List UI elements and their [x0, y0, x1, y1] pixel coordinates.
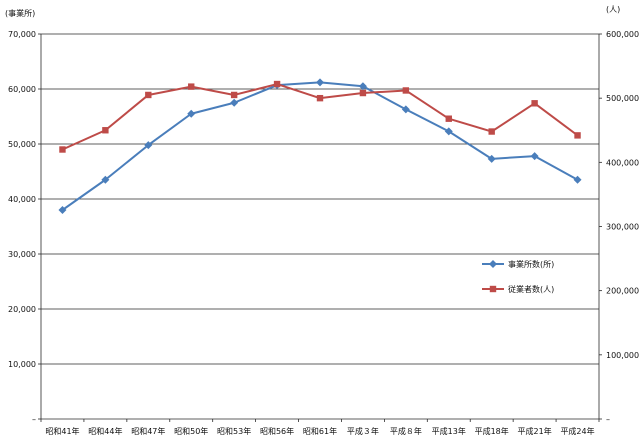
x-tick-label: 平成３年 — [347, 426, 379, 436]
x-tick-label: 平成21年 — [518, 426, 552, 436]
data-point — [530, 152, 539, 161]
left-tick-label: 70,000 — [8, 30, 36, 39]
data-point — [101, 175, 110, 184]
right-tick-label: 100,000 — [606, 351, 639, 360]
data-point — [488, 128, 495, 135]
right-tick-label: 400,000 — [606, 158, 639, 167]
left-tick-label: 20,000 — [8, 305, 36, 314]
right-tick-label: 300,000 — [606, 223, 639, 232]
left-tick-label: 10,000 — [8, 360, 36, 369]
right-axis-ticks: – 100,000 200,000 300,000 400,000 500,000 600,… — [599, 30, 639, 424]
data-point — [230, 91, 238, 99]
gridlines — [41, 33, 599, 365]
data-point — [358, 82, 367, 91]
x-tick-label: 昭和44年 — [88, 426, 122, 436]
data-point — [187, 109, 196, 118]
data-point — [316, 78, 324, 87]
legend-label: 従業者数(人) — [508, 284, 554, 294]
x-tick-label: 平成８年 — [390, 426, 422, 436]
data-point — [573, 175, 582, 184]
left-axis-ticks: – 10,000 20,000 30,000 40,000 50,000 60,000 70,… — [8, 30, 41, 424]
data-point — [102, 127, 109, 134]
left-tick-label: 40,000 — [8, 195, 36, 204]
left-tick-label: 60,000 — [8, 85, 36, 94]
data-point — [531, 100, 538, 107]
x-tick-label: 昭和53年 — [217, 426, 251, 436]
data-point — [230, 98, 239, 107]
x-tick-label: 平成24年 — [560, 426, 594, 436]
left-tick-label: – — [32, 415, 36, 424]
data-point — [444, 127, 453, 136]
right-tick-label: 200,000 — [606, 287, 639, 296]
legend-swatch-marker — [489, 285, 497, 293]
x-tick-label: 昭和47年 — [131, 426, 165, 436]
data-point — [188, 83, 195, 90]
data-point — [401, 105, 410, 114]
legend: 事業所数(所) 従業者数(人) — [482, 259, 554, 294]
data-point — [58, 206, 67, 214]
data-point — [273, 80, 281, 88]
data-point — [145, 91, 152, 99]
right-tick-label: – — [606, 415, 610, 424]
x-tick-label: 昭和61年 — [303, 426, 337, 436]
data-point — [445, 115, 452, 122]
data-point — [359, 89, 367, 97]
right-tick-label: 500,000 — [606, 94, 639, 103]
data-point — [316, 94, 324, 102]
data-point — [59, 146, 66, 153]
data-point — [487, 154, 496, 163]
x-tick-label: 平成13年 — [432, 426, 466, 436]
x-tick-label: 昭和50年 — [174, 426, 208, 436]
right-axis-unit-label: (人) — [606, 5, 620, 14]
left-tick-label: 30,000 — [8, 250, 36, 259]
legend-swatch-marker — [489, 260, 497, 268]
data-point — [574, 132, 581, 139]
data-point — [144, 141, 153, 150]
x-tick-label: 昭和56年 — [260, 426, 294, 436]
series-layer — [58, 78, 582, 214]
left-axis-unit-label: (事業所) — [5, 8, 35, 18]
x-axis-ticks: 昭和41年 昭和44年 昭和47年 昭和50年 昭和53年 昭和56年 昭和61年 平成３年 平… — [40, 419, 600, 436]
x-tick-label: 平成18年 — [475, 426, 509, 436]
data-point — [402, 87, 410, 94]
left-tick-label: 50,000 — [8, 140, 36, 149]
x-tick-label: 昭和41年 — [45, 426, 79, 436]
legend-label: 事業所数(所) — [508, 259, 554, 269]
axes — [40, 34, 600, 420]
right-tick-label: 600,000 — [606, 30, 639, 39]
series-line — [62, 83, 579, 151]
